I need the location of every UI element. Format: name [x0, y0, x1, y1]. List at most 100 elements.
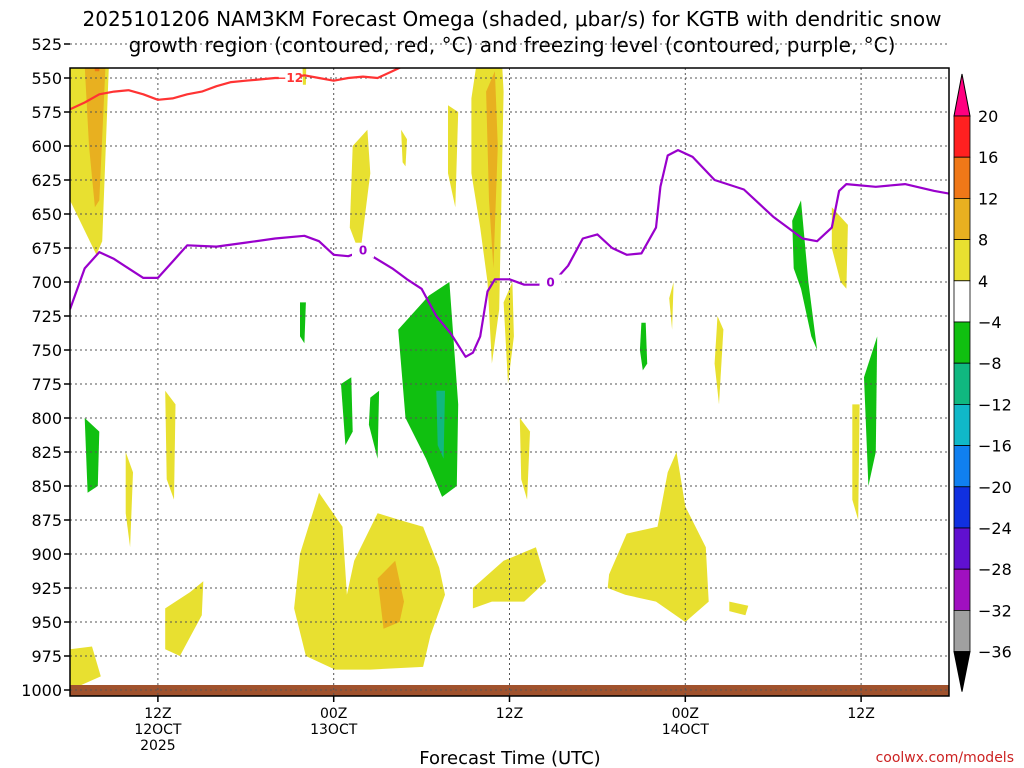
omega-region-neg-8-12: [436, 390, 445, 459]
x-tick-label: 2025: [140, 738, 176, 754]
freezing-level-contour-label-bg: [352, 242, 374, 258]
omega-region-neg-4-8: [368, 390, 380, 459]
chart-title-line1: 2025101206 NAM3KM Forecast Omega (shaded…: [83, 7, 942, 31]
colorbar-box: [953, 403, 971, 446]
freezing-level-contour-label: 0: [359, 244, 367, 258]
colorbar-label: −12: [978, 395, 1012, 414]
y-tick-label: 825: [31, 443, 62, 462]
colorbar-box: [953, 486, 971, 529]
freezing-level-contour-line: [70, 149, 949, 358]
colorbar-bottom-triangle: [953, 651, 971, 692]
y-tick-label: 800: [31, 409, 62, 428]
omega-region-pos-4-8: [714, 316, 724, 405]
y-tick-label: 575: [31, 103, 62, 122]
colorbar-label: 16: [978, 148, 998, 167]
x-tick-label: 00Z: [320, 706, 347, 722]
y-tick-label: 875: [31, 511, 62, 530]
colorbar-box: [953, 362, 971, 405]
y-tick-label: 775: [31, 375, 62, 394]
x-tick-label: 00Z: [672, 706, 699, 722]
colorbar-top-triangle: [953, 73, 971, 117]
x-tick-label: 14OCT: [662, 722, 710, 738]
y-axis-ticks: 525 550 575 600 625 650 675 700 725 750 775 800 825 8…: [21, 35, 70, 700]
omega-region-pos-4-8: [165, 390, 176, 500]
y-tick-label: 1000: [21, 681, 62, 700]
x-tick-label: 12Z: [144, 706, 171, 722]
terrain-band: [70, 685, 949, 696]
y-tick-label: 925: [31, 579, 62, 598]
colorbar: 20 16 12 8 4 −4 −8 −12 −16 −20 −24 −28 −32 −36: [953, 73, 1012, 692]
omega-region-pos-4-8: [472, 547, 547, 609]
colorbar-label: 4: [978, 272, 988, 291]
omega-region-neg-4-8: [341, 377, 353, 446]
y-tick-label: 700: [31, 273, 62, 292]
omega-region-pos-4-8: [165, 581, 204, 656]
freezing-level-contour-label: 0: [546, 276, 554, 290]
y-tick-label: 675: [31, 239, 62, 258]
omega-region-pos-4-8: [669, 282, 674, 330]
omega-region-pos-4-8: [401, 129, 407, 167]
colorbar-box: [953, 445, 971, 488]
omega-region-pos-4-8: [294, 492, 445, 670]
colorbar-box: [953, 115, 971, 158]
omega-region-pos-12-16: [94, 68, 100, 72]
omega-region-pos-4-8: [448, 105, 459, 208]
colorbar-box: [953, 527, 971, 570]
colorbar-label: 8: [978, 231, 988, 250]
y-tick-label: 625: [31, 171, 62, 190]
omega-region-neg-4-8: [639, 322, 648, 371]
omega-region-pos-4-8: [349, 129, 371, 255]
x-tick-label: 13OCT: [310, 722, 358, 738]
colorbar-box: [953, 239, 971, 282]
colorbar-label: 20: [978, 107, 998, 126]
omega-region-pos-4-8: [607, 452, 709, 622]
y-tick-label: 750: [31, 341, 62, 360]
y-tick-label: 600: [31, 137, 62, 156]
gridlines: [70, 43, 949, 696]
colorbar-label: 12: [978, 189, 998, 208]
dgz-contour-minus12-label: −12: [276, 71, 303, 85]
x-tick-label: 12Z: [496, 706, 523, 722]
y-tick-label: 550: [31, 69, 62, 88]
omega-region-pos-4-8: [503, 282, 514, 384]
x-axis-label: Forecast Time (UTC): [419, 748, 600, 768]
colorbar-box: [953, 156, 971, 199]
omega-region-pos-8-12: [486, 71, 498, 269]
omega-region-pos-4-8: [70, 646, 101, 690]
x-tick-label: 12Z: [847, 706, 874, 722]
omega-region-pos-4-8: [852, 404, 860, 520]
omega-region-pos-4-8: [729, 601, 749, 616]
colorbar-box: [953, 610, 971, 653]
y-tick-label: 975: [31, 647, 62, 666]
colorbar-label: −16: [978, 437, 1012, 456]
chart-title-line2: growth region (contoured, red, °C) and f…: [129, 33, 896, 57]
omega-region-pos-4-8: [519, 418, 530, 500]
omega-shading-layer: [70, 68, 878, 690]
colorbar-label: −20: [978, 478, 1012, 497]
dgz-contour-minus12-label-bg: [278, 70, 301, 85]
y-tick-label: 950: [31, 613, 62, 632]
y-tick-label: 725: [31, 307, 62, 326]
y-tick-label: 650: [31, 205, 62, 224]
colorbar-box: [953, 568, 971, 611]
omega-region-pos-4-8: [831, 207, 848, 289]
omega-region-pos-8-12: [377, 560, 404, 629]
y-tick-label: 900: [31, 545, 62, 564]
omega-region-pos-8-12: [84, 68, 106, 208]
colorbar-box: [953, 321, 971, 364]
colorbar-label: −24: [978, 519, 1012, 538]
y-tick-label: 525: [31, 35, 62, 54]
colorbar-label: −8: [978, 354, 1002, 373]
x-tick-label: 12OCT: [134, 722, 182, 738]
colorbar-label: −36: [978, 643, 1012, 662]
freezing-level-contour-label-bg: [539, 274, 562, 290]
omega-region-neg-4-8: [300, 302, 306, 344]
omega-region-neg-4-8: [864, 336, 878, 486]
omega-region-neg-4-8: [792, 200, 818, 350]
colorbar-label: −32: [978, 601, 1012, 620]
colorbar-label: −28: [978, 560, 1012, 579]
y-tick-label: 850: [31, 477, 62, 496]
colorbar-label: −4: [978, 313, 1002, 332]
